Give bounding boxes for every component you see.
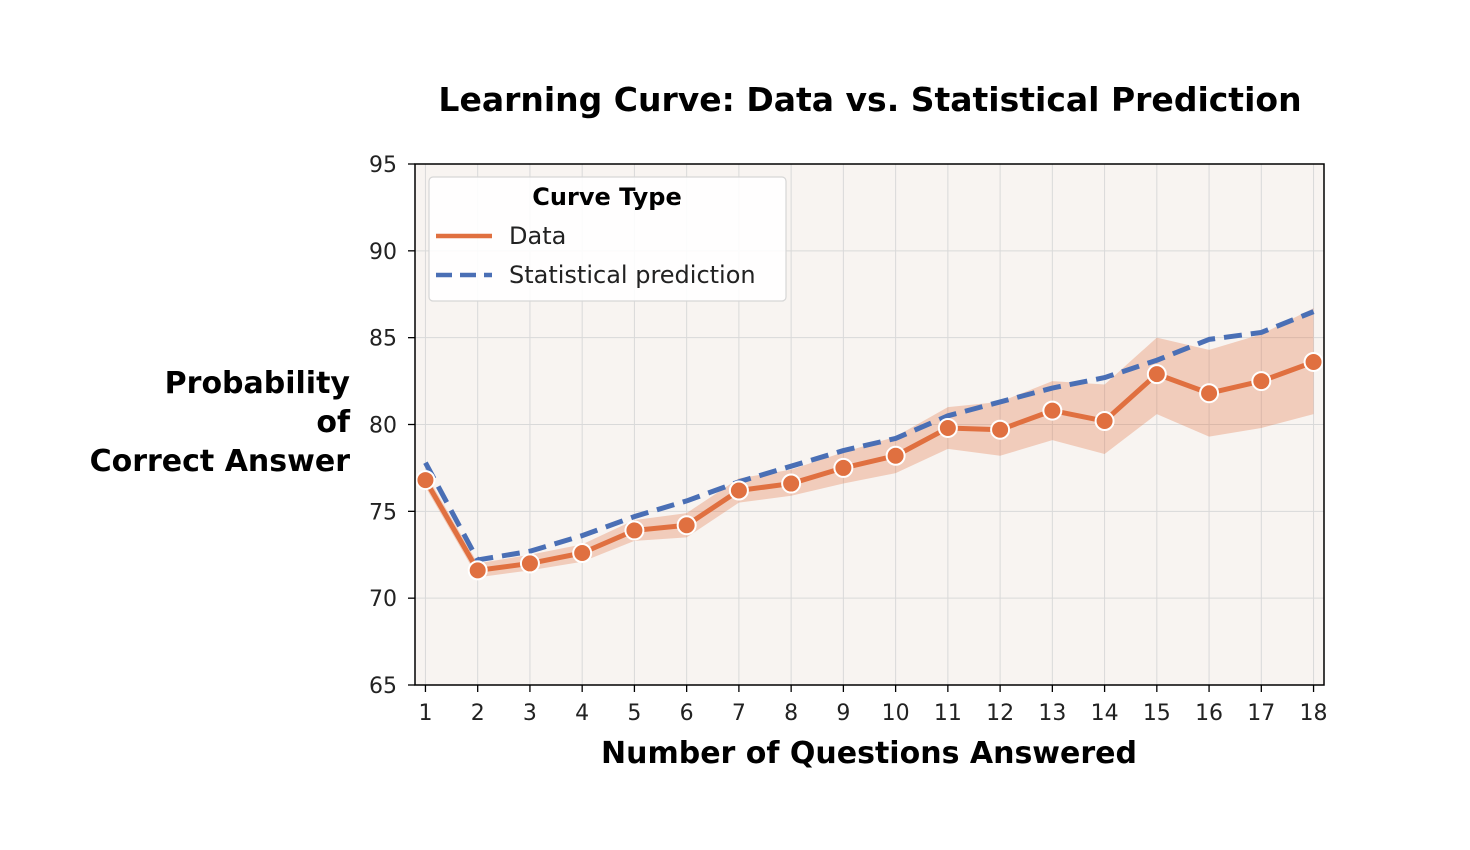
legend-box — [428, 176, 787, 302]
data-point-14 — [1094, 411, 1115, 432]
y-tick-label-65: 65 — [369, 674, 397, 699]
tick-layer: 1 2 3 4 5 6 7 8 9 10 11 12 13 14 15 16 17 186570758085909… — [369, 153, 1328, 726]
data-point-1 — [415, 470, 436, 491]
x-tick-label-14: 14 — [1091, 701, 1119, 726]
x-tick-label-12: 12 — [986, 701, 1014, 726]
x-tick-label-18: 18 — [1300, 701, 1328, 726]
x-tick-label-10: 10 — [882, 701, 910, 726]
data-point-2 — [467, 560, 488, 581]
data-point-10 — [885, 445, 906, 466]
x-tick-label-11: 11 — [934, 701, 962, 726]
x-tick-label-16: 16 — [1195, 701, 1223, 726]
marker-layer — [415, 351, 1324, 581]
legend-label-statistical-prediction: Statistical prediction — [509, 261, 756, 289]
data-point-11 — [937, 417, 958, 438]
x-tick-label-7: 7 — [732, 701, 746, 726]
data-point-18 — [1303, 351, 1324, 372]
y-axis-label-line-3: Correct Answer — [90, 444, 351, 479]
data-point-5 — [624, 520, 645, 541]
data-point-9 — [833, 457, 854, 478]
data-point-12 — [990, 419, 1011, 440]
series-line-statistical-prediction — [423, 309, 1315, 563]
data-point-16 — [1199, 383, 1220, 404]
x-tick-label-3: 3 — [523, 701, 537, 726]
x-tick-label-1: 1 — [418, 701, 432, 726]
x-tick-label-2: 2 — [471, 701, 485, 726]
x-tick-label-8: 8 — [784, 701, 798, 726]
y-tick-label-75: 75 — [369, 500, 397, 525]
data-point-17 — [1251, 371, 1272, 392]
y-axis-label: Probability of Correct Answer — [90, 366, 351, 479]
x-tick-label-4: 4 — [575, 701, 589, 726]
data-point-8 — [781, 473, 802, 494]
x-tick-label-5: 5 — [627, 701, 641, 726]
y-tick-label-70: 70 — [369, 587, 397, 612]
x-tick-label-9: 9 — [836, 701, 850, 726]
y-axis-label-line-2: of — [316, 405, 351, 440]
x-tick-label-6: 6 — [680, 701, 694, 726]
data-point-7 — [728, 480, 749, 501]
x-tick-label-15: 15 — [1143, 701, 1171, 726]
data-point-3 — [519, 553, 540, 574]
data-point-4 — [572, 543, 593, 564]
chart-title: Learning Curve: Data vs. Statistical Pre… — [438, 80, 1301, 119]
legend-label-data: Data — [509, 222, 566, 250]
y-tick-label-85: 85 — [369, 327, 397, 352]
y-axis-label-line-1: Probability — [165, 366, 351, 401]
legend: Curve Type Data Statistical prediction — [428, 176, 787, 302]
data-point-13 — [1042, 400, 1063, 421]
y-tick-label-90: 90 — [369, 240, 397, 265]
data-point-15 — [1146, 364, 1167, 385]
x-tick-label-13: 13 — [1038, 701, 1066, 726]
legend-title: Curve Type — [532, 183, 681, 211]
x-axis-label: Number of Questions Answered — [601, 736, 1137, 771]
y-tick-label-95: 95 — [369, 153, 397, 178]
data-point-6 — [676, 515, 697, 536]
y-tick-label-80: 80 — [369, 414, 397, 439]
x-tick-label-17: 17 — [1247, 701, 1275, 726]
